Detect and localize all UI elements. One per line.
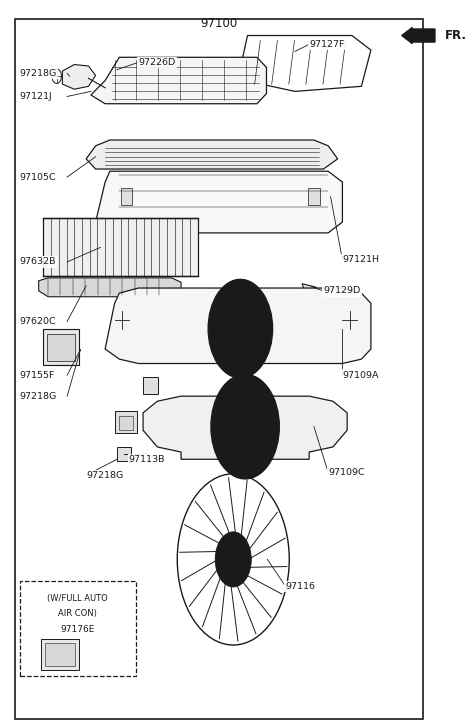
Polygon shape (86, 140, 337, 169)
Bar (43, 218, 198, 276)
Text: FR.: FR. (445, 29, 466, 42)
Circle shape (211, 374, 279, 479)
Text: 97620C: 97620C (20, 317, 56, 326)
Text: 97109C: 97109C (328, 468, 365, 477)
Bar (20, 581, 136, 675)
Polygon shape (105, 288, 371, 364)
Bar (43, 329, 79, 365)
Text: 97218G: 97218G (20, 392, 57, 401)
Text: 97116: 97116 (286, 582, 316, 591)
Bar (143, 377, 158, 394)
Circle shape (208, 279, 273, 378)
Text: 97113B: 97113B (129, 455, 165, 464)
Text: 97121J: 97121J (20, 92, 52, 101)
Polygon shape (96, 172, 342, 233)
Text: 97109A: 97109A (342, 371, 379, 379)
Bar (15, 19, 423, 719)
Bar (45, 643, 75, 666)
Polygon shape (302, 284, 319, 292)
Text: 97218G: 97218G (86, 471, 123, 480)
Circle shape (222, 392, 268, 462)
Bar (121, 188, 132, 205)
Polygon shape (39, 278, 181, 297)
Polygon shape (62, 65, 96, 89)
FancyArrow shape (402, 28, 435, 44)
Circle shape (215, 532, 251, 587)
Text: 97176E: 97176E (60, 624, 95, 634)
Bar (119, 416, 133, 430)
Circle shape (227, 308, 254, 349)
Text: 97632B: 97632B (20, 257, 56, 266)
Bar (41, 639, 79, 670)
Bar (117, 447, 131, 462)
Bar (308, 188, 319, 205)
Text: 97155F: 97155F (20, 371, 55, 379)
Polygon shape (143, 396, 347, 459)
Polygon shape (91, 57, 267, 104)
Circle shape (218, 294, 263, 364)
Text: 97218G: 97218G (20, 69, 57, 78)
Text: AIR CON): AIR CON) (59, 608, 97, 618)
Text: 97226D: 97226D (139, 58, 176, 67)
Text: (W/FULL AUTO: (W/FULL AUTO (48, 594, 108, 603)
Bar (115, 411, 138, 433)
Text: 97127F: 97127F (309, 40, 345, 49)
Text: 97105C: 97105C (20, 172, 56, 182)
Text: 97129D: 97129D (323, 286, 361, 295)
Text: 97121H: 97121H (342, 255, 379, 264)
Text: 97100: 97100 (200, 17, 238, 31)
Circle shape (237, 414, 254, 440)
Bar (47, 334, 75, 361)
